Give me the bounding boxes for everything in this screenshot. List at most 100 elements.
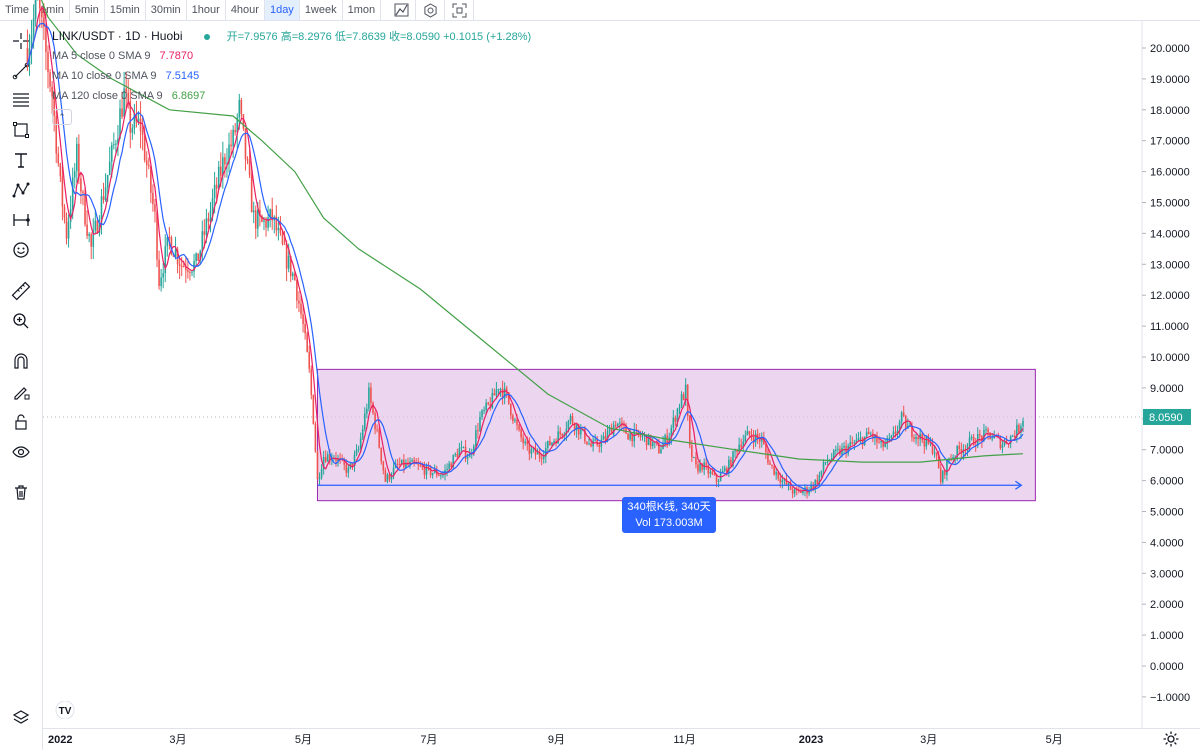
- collapse-legend-button[interactable]: ⌃: [52, 109, 72, 125]
- eye-icon[interactable]: [8, 439, 34, 465]
- candle-body: [769, 462, 771, 465]
- candle-body: [211, 198, 214, 211]
- candle-body: [691, 445, 693, 458]
- candle-body: [787, 483, 790, 485]
- candle-body: [55, 115, 58, 154]
- ma5-row[interactable]: MA 5 close 0 SMA 9 7.7870: [52, 46, 531, 66]
- candle-body: [209, 210, 212, 222]
- ma10-line: [26, 22, 1024, 492]
- timeframe-time[interactable]: Time: [0, 0, 36, 20]
- candle-body: [448, 463, 450, 469]
- candle-body: [162, 273, 164, 278]
- lock-icon[interactable]: [8, 409, 34, 435]
- candle-body: [715, 474, 718, 482]
- candle-body: [347, 467, 350, 473]
- price-tick-label: 0.0000: [1150, 661, 1184, 673]
- ruler-icon[interactable]: [8, 278, 34, 304]
- fib-retracement-icon[interactable]: [8, 87, 34, 113]
- timeframe-30min[interactable]: 30min: [146, 0, 187, 20]
- candle-body: [542, 456, 545, 459]
- candle-body: [230, 144, 232, 147]
- candle-body: [590, 443, 592, 447]
- drawing-mode-icon[interactable]: [8, 378, 34, 404]
- candle-body: [401, 459, 403, 465]
- timeframe-1mon[interactable]: 1mon: [343, 0, 382, 20]
- time-axis-bar: [42, 728, 1200, 751]
- candle-body: [684, 384, 687, 401]
- candle-body: [291, 273, 294, 277]
- candle-body: [711, 471, 714, 475]
- timeframe-1week[interactable]: 1week: [300, 0, 343, 20]
- candle-body: [952, 457, 954, 460]
- ma10-row[interactable]: MA 10 close 0 SMA 9 7.5145: [52, 66, 531, 86]
- candle-body: [534, 448, 537, 455]
- candle-body: [67, 222, 70, 239]
- candle-body: [287, 256, 290, 269]
- candle-body: [51, 86, 53, 97]
- ohlc-values: 开=7.9576 高=8.2976 低=7.8639 收=8.0590 +0.1…: [226, 31, 532, 43]
- measure-range-icon[interactable]: [8, 207, 34, 233]
- ma120-row[interactable]: MA 120 close 0 SMA 9 6.8697: [52, 86, 531, 106]
- candle-body: [440, 475, 442, 477]
- candle-body: [693, 456, 695, 458]
- trash-icon[interactable]: [8, 479, 34, 505]
- candle-body: [156, 211, 158, 260]
- candle-body: [271, 209, 274, 221]
- candle-body: [551, 442, 553, 446]
- symbol-title[interactable]: LINK/USDT · 1D · Huobi: [52, 29, 183, 43]
- candle-body: [129, 101, 132, 133]
- candle-body: [890, 435, 893, 439]
- candle-body: [368, 387, 370, 409]
- candle-body: [318, 477, 321, 480]
- candle-body: [892, 431, 895, 436]
- candle-body: [113, 143, 115, 145]
- rectangle-icon[interactable]: [8, 117, 34, 143]
- candle-body: [514, 419, 516, 421]
- timeframe-1hour[interactable]: 1hour: [187, 0, 226, 20]
- timeframe-4hour[interactable]: 4hour: [226, 0, 265, 20]
- settings-gear-icon[interactable]: [1162, 730, 1180, 748]
- candle-body: [565, 429, 568, 435]
- candle-body: [164, 246, 167, 274]
- candle-body: [372, 402, 374, 414]
- candle-body: [423, 467, 426, 475]
- layers-icon[interactable]: [8, 705, 34, 731]
- candle-body: [695, 456, 697, 465]
- candle-body: [80, 178, 82, 192]
- timeframe-15min[interactable]: 15min: [105, 0, 146, 20]
- candle-body: [335, 457, 337, 461]
- candle-body: [832, 450, 835, 459]
- candle-body: [915, 436, 917, 440]
- candle-body: [257, 209, 259, 229]
- text-icon[interactable]: [8, 147, 34, 173]
- candle-body: [507, 392, 510, 404]
- tradingview-logo[interactable]: TV: [53, 700, 77, 720]
- candle-body: [491, 393, 494, 408]
- timeframe-1day[interactable]: 1day: [264, 0, 300, 20]
- candle-body: [236, 117, 239, 133]
- pattern-icon[interactable]: [8, 177, 34, 203]
- candle-body: [178, 264, 181, 266]
- ma5-line: [26, 6, 1024, 492]
- zoom-in-icon[interactable]: [8, 308, 34, 334]
- ma10-value: 7.5145: [165, 70, 200, 82]
- candle-body: [849, 442, 852, 446]
- timeframe-5min[interactable]: 5min: [70, 0, 105, 20]
- crosshair-icon[interactable]: [8, 28, 34, 54]
- candle-body: [1020, 426, 1022, 433]
- settings-icon[interactable]: [416, 0, 446, 20]
- candle-body: [981, 435, 983, 441]
- candle-body: [501, 388, 504, 399]
- magnet-icon[interactable]: [8, 348, 34, 374]
- emoji-icon[interactable]: [8, 237, 34, 263]
- candle-body: [106, 174, 109, 188]
- candle-body: [713, 474, 716, 476]
- candle-body: [259, 209, 261, 216]
- candle-body: [557, 431, 559, 444]
- candle-body: [390, 476, 393, 480]
- chart-type-icon[interactable]: [387, 0, 417, 20]
- fullscreen-icon[interactable]: [445, 0, 475, 20]
- candle-body: [791, 489, 794, 494]
- time-tick-label: 5月: [1046, 734, 1063, 746]
